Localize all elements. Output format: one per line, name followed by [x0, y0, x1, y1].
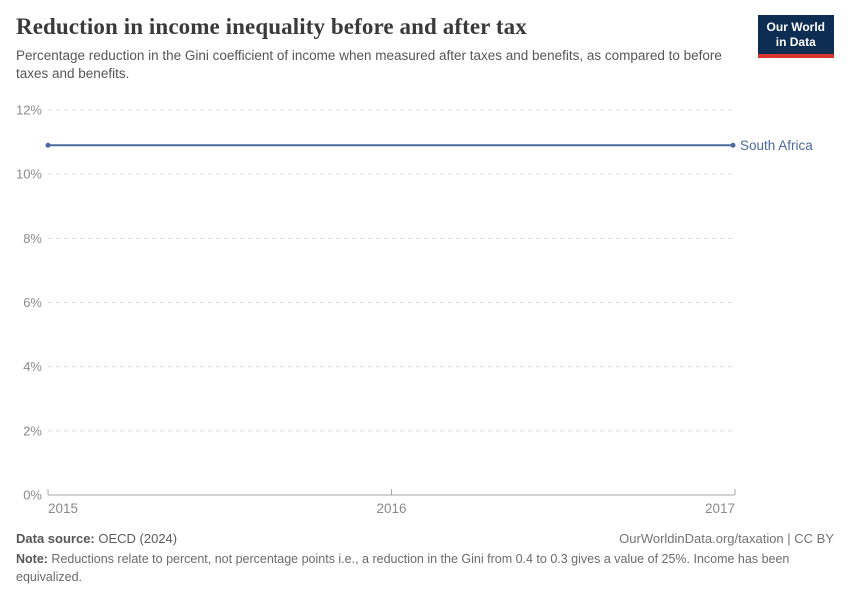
- y-tick-label: 10%: [16, 167, 42, 182]
- x-tick-label: 2017: [705, 501, 735, 516]
- y-tick-label: 4%: [23, 359, 42, 374]
- data-source-label: Data source:: [16, 531, 95, 546]
- y-tick-label: 0%: [23, 488, 42, 503]
- owid-logo-line2: in Data: [775, 35, 816, 49]
- data-source-value: OECD (2024): [94, 531, 178, 546]
- chart-subtitle: Percentage reduction in the Gini coeffic…: [16, 48, 722, 82]
- y-tick-label: 2%: [23, 423, 42, 438]
- chart-header: Reduction in income inequality before an…: [16, 14, 834, 83]
- y-tick-label: 8%: [23, 231, 42, 246]
- x-tick-label: 2016: [376, 501, 406, 516]
- y-tick-label: 12%: [16, 103, 42, 118]
- series-end-point: [730, 142, 736, 148]
- note-label: Note:: [16, 552, 48, 566]
- series-label: South Africa: [740, 138, 813, 153]
- note-value: Reductions relate to percent, not percen…: [16, 552, 790, 584]
- chart-footer: Data source: OECD (2024) OurWorldinData.…: [16, 531, 834, 586]
- attribution-link: OurWorldinData.org/taxation | CC BY: [619, 531, 834, 546]
- data-source: Data source: OECD (2024): [16, 531, 177, 546]
- y-tick-label: 6%: [23, 295, 42, 310]
- owid-logo: Our World in Data: [757, 15, 834, 58]
- x-tick-label: 2015: [48, 501, 78, 516]
- chart-title: Reduction in income inequality before an…: [16, 14, 527, 39]
- owid-logo-line1: Our World: [766, 20, 825, 34]
- series-start-point: [45, 142, 51, 148]
- chart-note: Note: Reductions relate to percent, not …: [16, 551, 834, 586]
